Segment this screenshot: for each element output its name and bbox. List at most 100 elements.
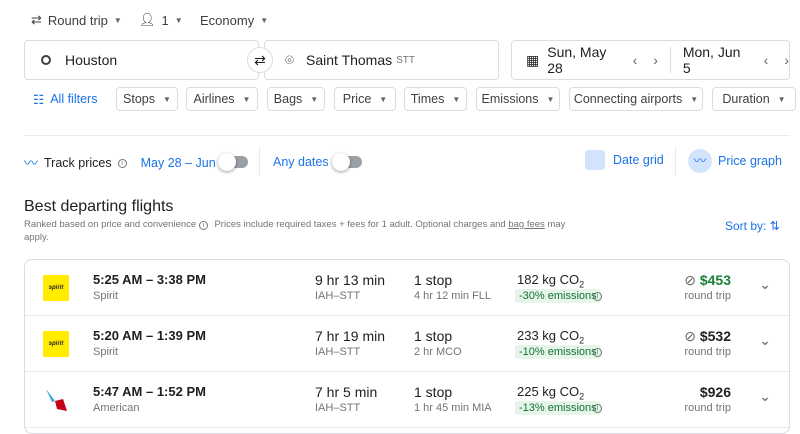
flight-route: IAH–STT <box>315 402 361 414</box>
spirit-logo: spirit <box>43 275 69 301</box>
destination-code: STT <box>396 54 416 66</box>
flight-row[interactable]: spirit 5:20 AM – 1:39 PM Spirit 7 hr 19 … <box>25 316 789 372</box>
expand-chevron-icon[interactable]: ⌄ <box>759 276 771 292</box>
price-type: round trip <box>684 346 731 358</box>
chip-label: Duration <box>722 92 770 106</box>
caret-down-icon: ▼ <box>242 94 251 104</box>
co2-amount: 233 kg CO2 <box>517 328 584 346</box>
price-graph-button[interactable]: 〰 Price graph <box>688 149 782 173</box>
layover-info: 4 hr 12 min FLL <box>414 290 492 302</box>
track-prices-label: Track prices <box>44 156 112 170</box>
airline-name: American <box>93 402 140 414</box>
airline-name: Spirit <box>93 290 119 302</box>
any-dates-label: Any dates <box>273 155 329 169</box>
filter-times[interactable]: Times ▼ <box>404 87 467 111</box>
flight-duration: 7 hr 5 min <box>315 384 378 400</box>
origin-circle-icon <box>41 55 51 65</box>
prev-date-button[interactable]: ‹ <box>632 52 638 68</box>
filter-bags[interactable]: Bags ▼ <box>267 87 325 111</box>
section-title: Best departing flights <box>24 198 174 215</box>
date-picker[interactable]: ▦ Sun, May 28 ‹ › Mon, Jun 5 ‹ › <box>511 40 790 80</box>
price-value: $926 <box>699 384 731 400</box>
bag-fees-link[interactable]: bag fees <box>508 219 545 230</box>
location-pin-icon: ⌾ <box>285 51 295 69</box>
divider <box>675 146 676 176</box>
stops-count: 1 stop <box>414 328 453 344</box>
info-icon[interactable]: i <box>593 348 602 357</box>
passengers-label: 1 <box>161 12 169 28</box>
caret-down-icon: ▼ <box>690 94 699 104</box>
price-type: round trip <box>684 402 731 414</box>
info-icon[interactable]: i <box>593 292 602 301</box>
cabin-select[interactable]: Economy ▼ <box>200 11 268 29</box>
chip-label: Emissions <box>481 92 539 106</box>
flight-duration: 9 hr 13 min <box>315 272 386 288</box>
expand-chevron-icon[interactable]: ⌄ <box>759 388 771 404</box>
caret-down-icon: ▼ <box>310 94 319 104</box>
flight-times: 5:47 AM – 1:52 PM <box>93 384 206 399</box>
divider <box>259 146 260 176</box>
any-dates-toggle[interactable] <box>332 153 362 171</box>
caret-down-icon: ▼ <box>546 94 555 104</box>
flight-row[interactable]: spirit 5:25 AM – 3:38 PM Spirit 9 hr 13 … <box>25 260 789 316</box>
trip-type-label: Round trip <box>47 12 108 28</box>
emissions-badge: -10% emissions <box>515 345 601 359</box>
info-icon[interactable]: i <box>593 404 602 413</box>
stops-count: 1 stop <box>414 272 453 288</box>
price: ⊘ $453 <box>684 272 731 289</box>
co2-text: 233 kg CO <box>517 328 580 343</box>
filter-airlines[interactable]: Airlines ▼ <box>186 87 258 111</box>
cabin-label: Economy <box>200 12 255 28</box>
track-prices-toggle[interactable] <box>218 153 248 171</box>
co2-subscript: 2 <box>579 335 585 346</box>
co2-subscript: 2 <box>579 279 585 290</box>
price-type: round trip <box>684 290 731 302</box>
return-date[interactable]: Mon, Jun 5 <box>682 44 741 76</box>
destination-input[interactable]: ⌾ Saint Thomas STT <box>264 40 499 80</box>
filter-duration[interactable]: Duration ▼ <box>712 87 796 111</box>
origin-input[interactable]: Houston <box>24 40 259 80</box>
layover-info: 1 hr 45 min MIA <box>414 402 492 414</box>
chip-label: Price <box>342 92 372 106</box>
origin-value: Houston <box>65 52 118 68</box>
next-date-button[interactable]: › <box>653 52 658 68</box>
expand-chevron-icon[interactable]: ⌄ <box>759 332 771 348</box>
next-return-button[interactable]: › <box>784 52 789 68</box>
no-carry-on-icon: ⊘ <box>684 328 696 344</box>
prices-note: Prices include required taxes + fees for… <box>214 219 509 230</box>
ranked-text: Ranked based on price and convenience <box>24 219 197 230</box>
date-grid-label: Date grid <box>613 153 664 167</box>
sort-label: Sort by: <box>725 219 767 233</box>
co2-amount: 225 kg CO2 <box>517 384 584 402</box>
all-filters-button[interactable]: ☷ All filters <box>33 92 97 107</box>
trend-line-icon: 〰 <box>24 155 38 171</box>
filter-stops[interactable]: Stops ▼ <box>116 87 178 111</box>
caret-down-icon: ▼ <box>379 94 388 104</box>
stops-count: 1 stop <box>414 384 453 400</box>
flight-duration: 7 hr 19 min <box>315 328 386 344</box>
filter-connecting-airports[interactable]: Connecting airports ▼ <box>569 87 703 111</box>
price: ⊘ $532 <box>684 328 731 345</box>
trip-type-select[interactable]: ⇄ Round trip ▼ <box>31 11 122 29</box>
info-icon[interactable]: i <box>117 158 127 168</box>
info-icon[interactable]: i <box>198 221 208 230</box>
flight-row[interactable]: 5:47 AM – 1:52 PM American 7 hr 5 min IA… <box>25 372 789 428</box>
price: $926 <box>700 384 731 400</box>
divider <box>669 47 671 73</box>
sort-button[interactable]: Sort by: ⇅ <box>725 219 780 233</box>
filter-emissions[interactable]: Emissions ▼ <box>476 87 560 111</box>
filter-price[interactable]: Price ▼ <box>334 87 396 111</box>
flight-route: IAH–STT <box>315 290 361 302</box>
price-value: $532 <box>699 328 731 344</box>
emissions-badge: -30% emissions <box>515 289 601 303</box>
divider <box>24 135 790 136</box>
passengers-select[interactable]: 👤︎ 1 ▼ <box>139 11 183 29</box>
prev-return-button[interactable]: ‹ <box>763 52 769 68</box>
swap-locations-button[interactable]: ⇄ <box>247 47 273 73</box>
layover-info: 2 hr MCO <box>414 346 462 358</box>
calendar-icon: ▦ <box>526 51 540 68</box>
airline-name: Spirit <box>93 346 119 358</box>
date-grid-button[interactable]: Date grid <box>585 150 664 170</box>
depart-date[interactable]: Sun, May 28 <box>547 44 607 76</box>
chip-label: Bags <box>273 92 303 106</box>
